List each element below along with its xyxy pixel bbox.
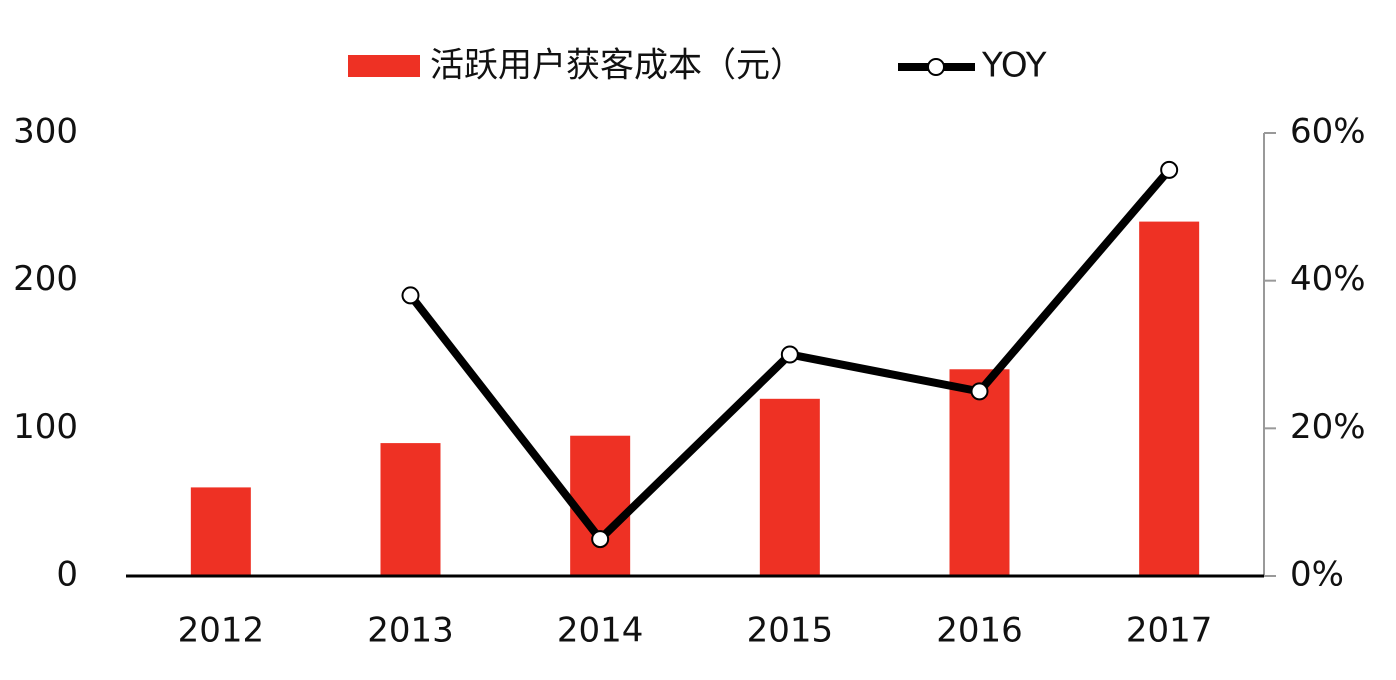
x-tick-label: 2012 — [178, 611, 265, 651]
legend-swatch — [927, 58, 945, 76]
y2-tick-label: 60% — [1290, 112, 1366, 152]
y-tick-label: 100 — [13, 407, 78, 447]
x-tick-label: 2017 — [1126, 611, 1213, 651]
line-marker — [1160, 160, 1179, 179]
legend-swatch — [348, 55, 420, 77]
line-marker — [780, 345, 799, 364]
bar — [380, 443, 441, 576]
bar — [1139, 221, 1200, 576]
y-tick-label: 0 — [56, 555, 78, 595]
y2-tick-label: 0% — [1290, 555, 1344, 595]
bar — [949, 369, 1010, 576]
y2-tick-label: 20% — [1290, 407, 1366, 447]
legend-label: 活跃用户获客成本（元） — [430, 46, 804, 86]
bar — [570, 435, 631, 576]
x-tick-label: 2015 — [747, 611, 834, 651]
y-tick-label: 200 — [13, 259, 78, 299]
x-tick-label: 2013 — [367, 611, 454, 651]
bar — [759, 398, 820, 576]
legend-label: YOY — [981, 46, 1047, 86]
line-marker — [401, 286, 420, 305]
x-tick-label: 2014 — [557, 611, 644, 651]
y2-tick-label: 40% — [1290, 259, 1366, 299]
y-tick-label: 300 — [13, 112, 78, 152]
bar — [190, 487, 251, 576]
line-marker — [591, 530, 610, 549]
x-tick-label: 2016 — [936, 611, 1023, 651]
line-marker — [970, 382, 989, 401]
